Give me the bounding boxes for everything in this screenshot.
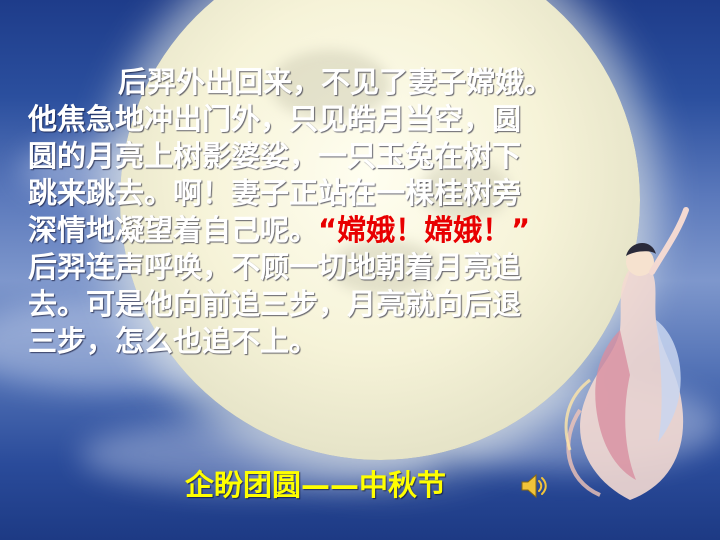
moon — [120, 0, 640, 460]
passage-line: 去。可是他向前追三步，月亮就向后退 — [28, 287, 522, 321]
passage-line: 后羿外出回来，不见了妻子嫦娥。 — [118, 65, 554, 99]
passage-line: 深情地凝望着自己呢。“嫦娥！嫦娥！” — [28, 212, 648, 249]
moon-crater — [420, 160, 510, 220]
passage-line: 三步，怎么也追不上。 — [28, 324, 319, 358]
moon-crater — [330, 240, 440, 295]
passage-line: 后羿连声呼唤，不顾一切地朝着月亮追 — [28, 250, 522, 284]
passage-line: 圆的月亮上树影婆娑，一只玉兔在树下 — [28, 139, 522, 173]
speaker-icon[interactable] — [518, 470, 550, 502]
story-passage: 后羿外出回来，不见了妻子嫦娥。 他焦急地冲出门外，只见皓月当空，圆 圆的月亮上树… — [28, 64, 648, 360]
moon-crater — [270, 50, 390, 120]
passage-line: 他焦急地冲出门外，只见皓月当空，圆 — [28, 102, 522, 136]
change-e-figure-icon — [564, 207, 689, 500]
quoted-call: “嫦娥！嫦娥！” — [318, 213, 531, 247]
passage-line: 跳来跳去。啊！妻子正站在一棵桂树旁 — [28, 176, 522, 210]
passage-line-text: 深情地凝望着自己呢。 — [28, 213, 319, 247]
slide-title: 企盼团圆——中秋节 — [185, 468, 447, 502]
